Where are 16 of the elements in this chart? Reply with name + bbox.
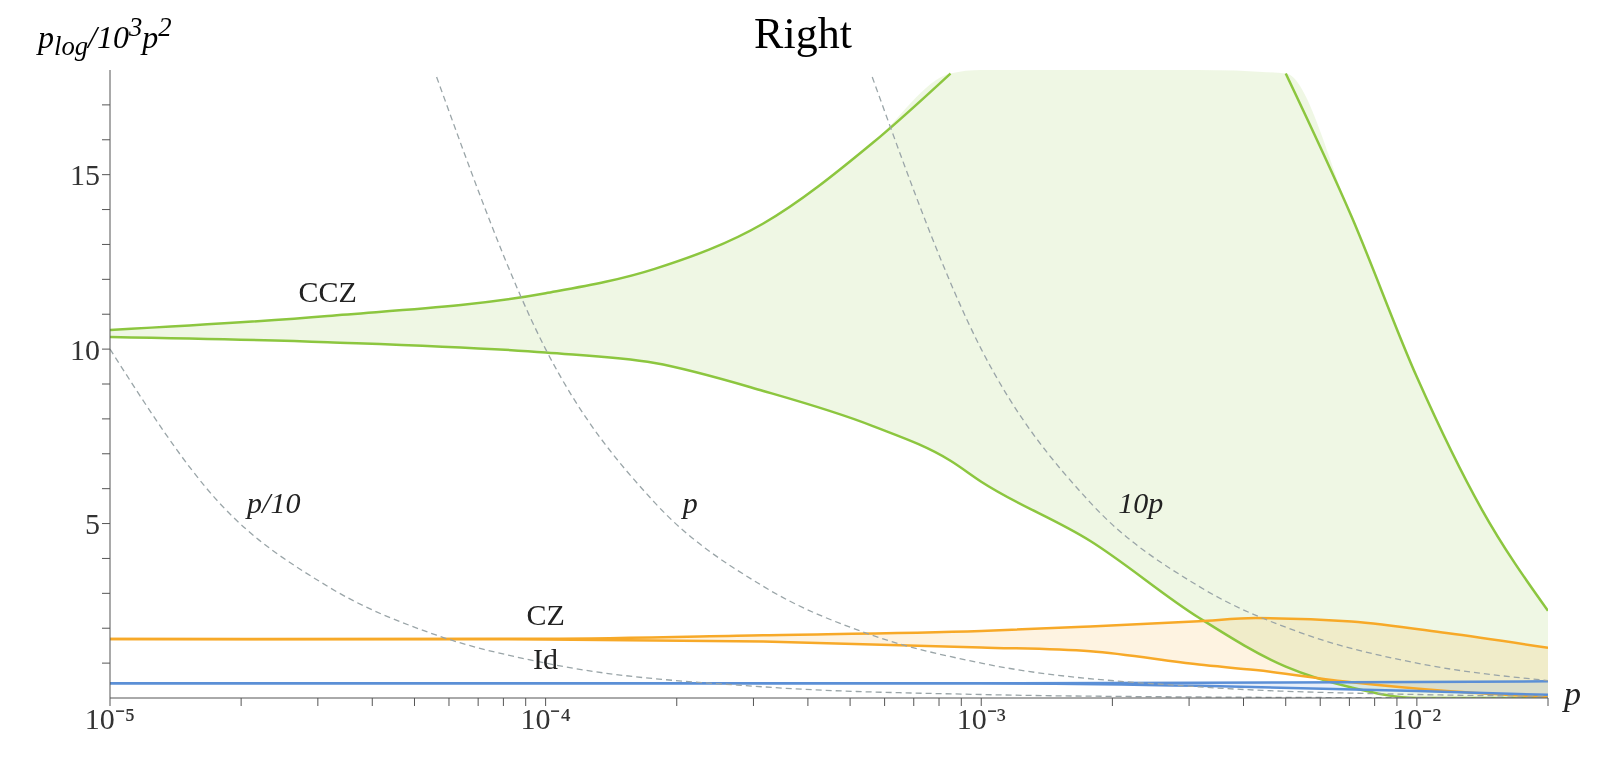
x-tick-label: 10⁻⁴ (520, 702, 571, 736)
series-label: CZ (526, 597, 565, 631)
y-tick-label: 10 (70, 332, 100, 366)
x-tick-label: 10⁻³ (956, 702, 1006, 736)
series-label: p/10 (245, 486, 301, 520)
chart-title: Right (754, 9, 852, 58)
x-axis-title: p (1562, 675, 1581, 713)
x-tick-label: 10⁻² (1392, 702, 1442, 736)
series-label: 10p (1118, 486, 1164, 520)
x-tick-label: 10⁻⁵ (84, 702, 136, 736)
y-tick-label: 15 (70, 158, 100, 192)
y-tick-label: 5 (85, 507, 100, 541)
series-label: p (680, 486, 698, 520)
y-axis-title: p$_{log}$/10$^{3}$p$^{2}$ (38, 12, 172, 63)
series-label: CCZ (298, 274, 357, 308)
series-label: Id (533, 642, 559, 676)
